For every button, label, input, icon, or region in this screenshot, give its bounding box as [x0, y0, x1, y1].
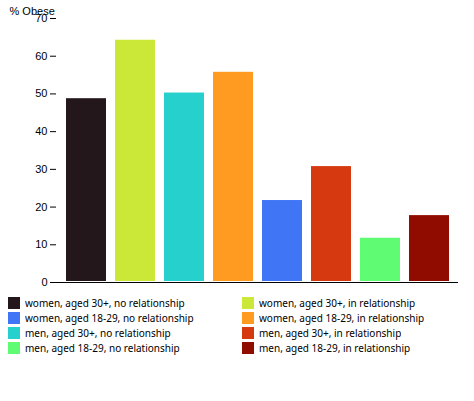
svg-text:10: 10 — [35, 238, 47, 250]
svg-text:20: 20 — [35, 201, 47, 213]
html-text:men, aged 30+, no relationship: men, aged 30+, no relationship — [25, 326, 171, 340]
svg-text:% Obese: % Obese — [10, 5, 55, 17]
svg-text:50: 50 — [35, 87, 47, 99]
svg-text:60: 60 — [35, 50, 47, 62]
svg-text:0: 0 — [41, 276, 47, 288]
svg-text:70: 70 — [35, 12, 48, 24]
svg-text:30: 30 — [35, 163, 47, 175]
html-text:women, aged 18-29, in relation: women, aged 18-29, in relationship — [259, 311, 425, 325]
html-text:women, aged 30+, no relationsh: women, aged 30+, no relationship — [25, 296, 185, 310]
html-text:women, aged 30+, in relationsh: women, aged 30+, in relationship — [259, 296, 416, 310]
html-text:men, aged 18-29, in relationsh: men, aged 18-29, in relationship — [259, 341, 411, 355]
html-text:men, aged 30+, in relationship: men, aged 30+, in relationship — [259, 326, 402, 340]
html-text:men, aged 18-29, no relationsh: men, aged 18-29, no relationship — [25, 341, 180, 355]
svg-text:40: 40 — [35, 125, 47, 137]
html-text:women, aged 18-29, no relation: women, aged 18-29, no relationship — [25, 311, 194, 325]
